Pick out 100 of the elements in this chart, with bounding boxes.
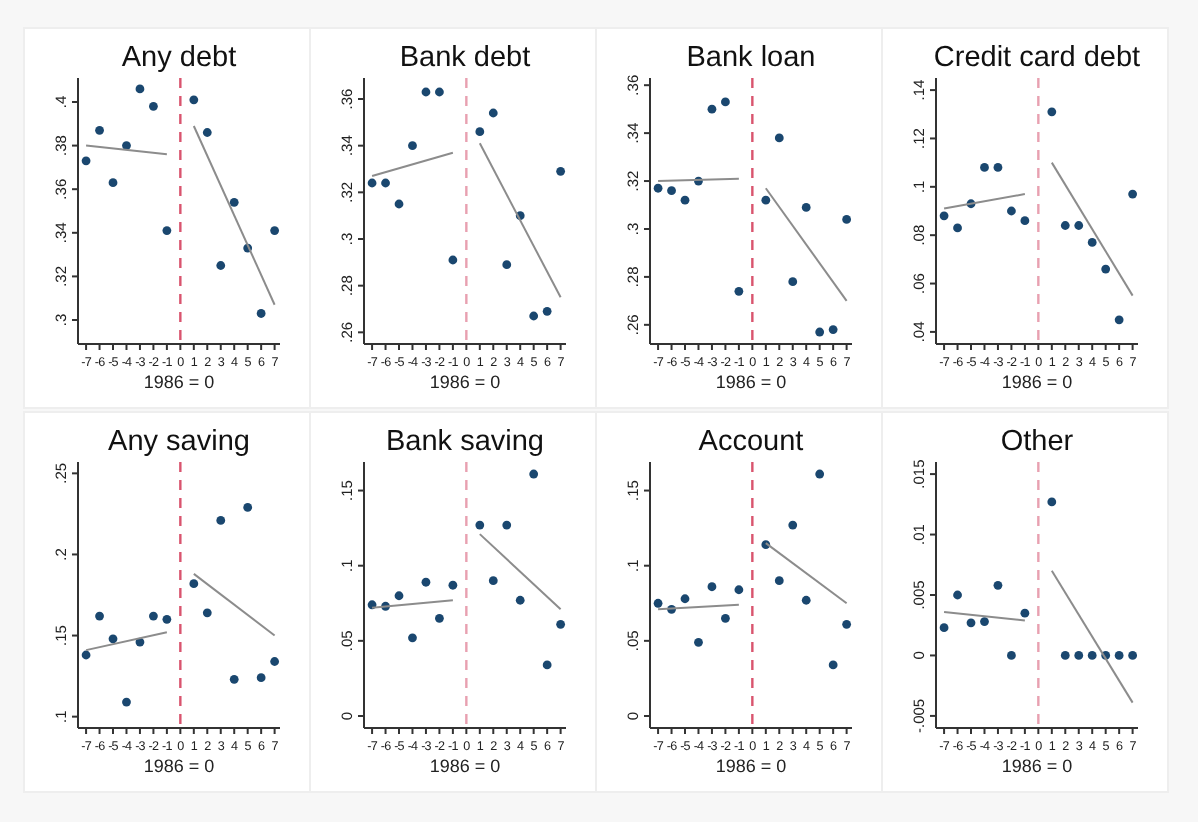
point [229, 197, 239, 207]
point [694, 637, 703, 647]
point [1114, 315, 1124, 325]
point [149, 611, 158, 621]
point [761, 195, 771, 205]
point [81, 156, 91, 166]
point [556, 619, 566, 629]
x-axis-title: 1986 = 0 [429, 756, 501, 776]
point [270, 226, 280, 236]
x-axis-title: 1986 = 0 [143, 372, 215, 392]
point [408, 633, 417, 643]
point [1128, 651, 1138, 660]
point [229, 674, 239, 684]
point [448, 255, 458, 265]
point [421, 87, 431, 97]
point [680, 195, 690, 205]
point [529, 311, 539, 321]
point [542, 306, 552, 316]
point [939, 623, 949, 633]
point [1074, 651, 1084, 660]
point [108, 634, 118, 644]
chart-title: Bank debt [399, 42, 531, 74]
point [842, 214, 852, 224]
chart-title: Bank loan [686, 42, 816, 74]
point [381, 178, 390, 188]
point [801, 595, 811, 605]
point [556, 166, 566, 176]
point [367, 178, 377, 188]
point [774, 133, 784, 143]
point [256, 309, 266, 318]
point [421, 577, 431, 587]
point [939, 211, 949, 221]
point [448, 580, 458, 590]
point [707, 582, 717, 592]
point [408, 141, 417, 151]
chart-title: Any saving [108, 426, 250, 458]
point [801, 203, 811, 212]
point [653, 598, 663, 608]
point [721, 97, 730, 107]
x-axis-title: 1986 = 0 [1001, 756, 1073, 776]
point [95, 611, 104, 621]
point [734, 286, 744, 296]
point [953, 590, 962, 600]
point [270, 657, 280, 666]
point [980, 617, 989, 626]
point [815, 327, 825, 337]
point [1087, 238, 1097, 247]
point [788, 520, 798, 530]
point [1047, 497, 1057, 507]
point [774, 576, 784, 586]
point [122, 141, 131, 150]
point [216, 261, 226, 270]
point [202, 608, 212, 618]
point [108, 178, 118, 188]
point [828, 325, 838, 335]
point [435, 87, 444, 97]
x-axis-title: 1986 = 0 [715, 372, 787, 392]
point [542, 660, 552, 670]
chart-title: Bank saving [386, 426, 544, 458]
point [1087, 651, 1097, 660]
point [1114, 651, 1124, 660]
point [788, 277, 798, 287]
point [1060, 651, 1070, 660]
point [707, 104, 717, 114]
point [1128, 189, 1138, 199]
point [1020, 608, 1030, 618]
point [980, 163, 989, 172]
point [435, 613, 444, 623]
point [243, 503, 253, 512]
x-axis-title: 1986 = 0 [715, 756, 787, 776]
point [721, 613, 730, 623]
point [828, 660, 838, 670]
point [993, 580, 1003, 590]
point [202, 128, 212, 137]
point [1007, 206, 1016, 216]
chart-title: Credit card debt [933, 42, 1141, 74]
chart-title: Any debt [121, 42, 237, 74]
x-axis-title: 1986 = 0 [429, 372, 501, 392]
point [394, 591, 404, 601]
point [149, 101, 158, 111]
point [162, 614, 172, 624]
x-axis-title: 1986 = 0 [143, 756, 215, 776]
chart-title: Account [698, 426, 804, 458]
point [842, 619, 852, 629]
point [475, 520, 485, 530]
point [256, 673, 266, 683]
point [162, 226, 172, 236]
point [488, 576, 498, 586]
point [953, 223, 962, 233]
point [653, 183, 663, 193]
point [81, 650, 91, 660]
point [488, 108, 498, 118]
point [1007, 651, 1016, 660]
point [95, 125, 104, 135]
point [122, 697, 131, 707]
point [734, 585, 744, 595]
point [1074, 221, 1084, 230]
point [502, 520, 512, 530]
x-axis-title: 1986 = 0 [1001, 372, 1073, 392]
point [993, 163, 1003, 172]
